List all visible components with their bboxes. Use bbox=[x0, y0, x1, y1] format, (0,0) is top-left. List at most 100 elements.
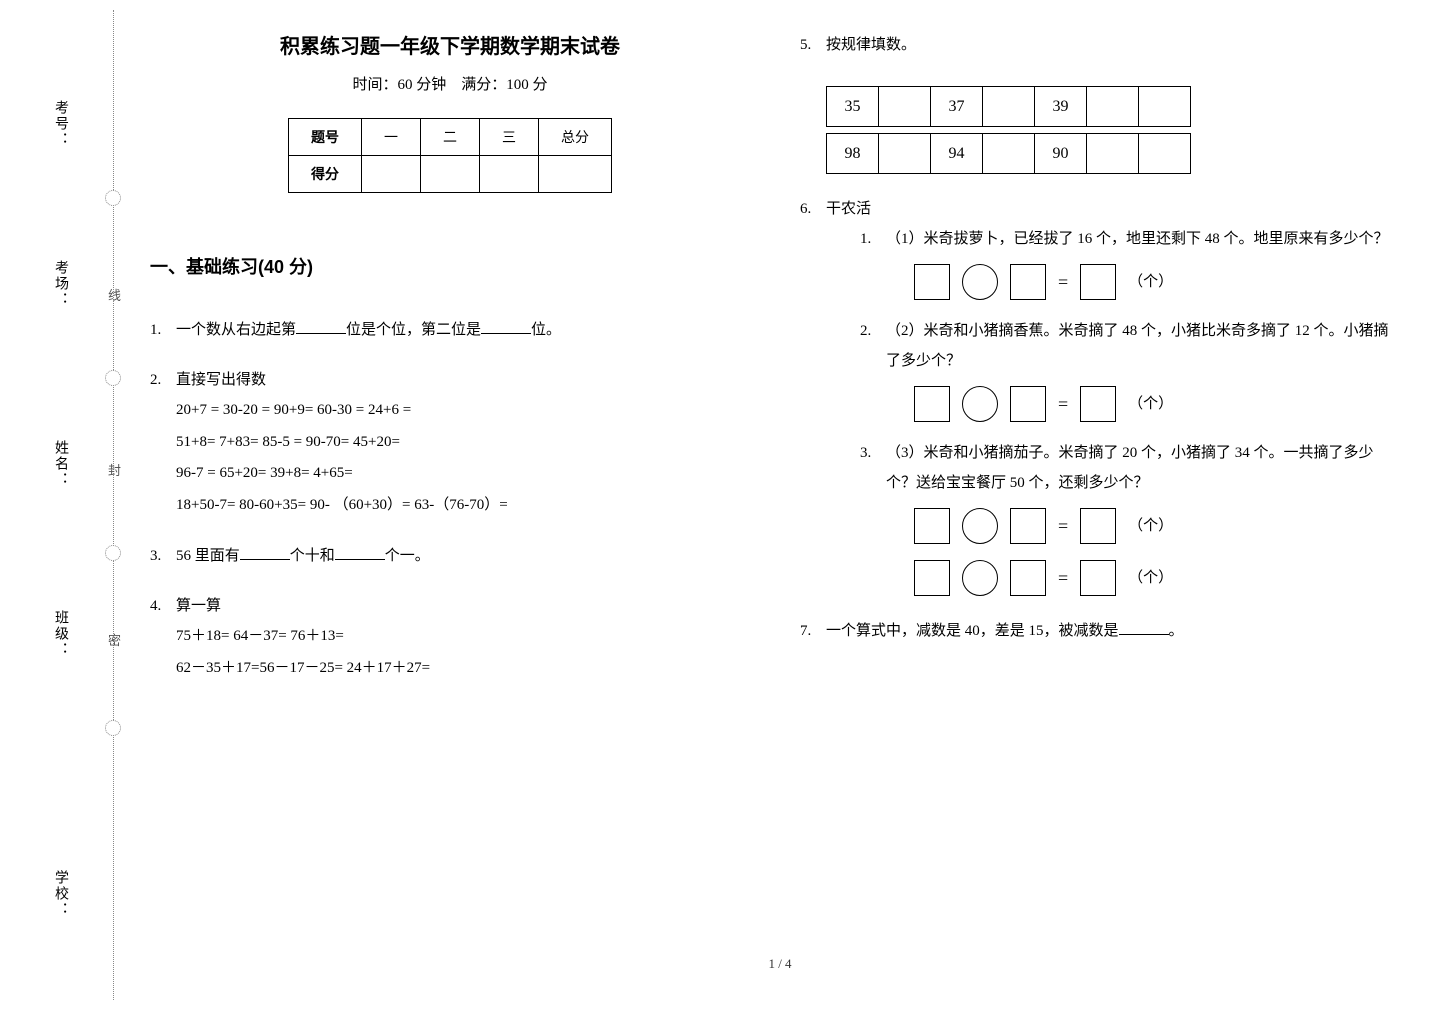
time-value: 60 分钟 bbox=[397, 77, 446, 93]
score-head: 总分 bbox=[539, 119, 612, 156]
q5-label: 按规律填数。 bbox=[826, 37, 916, 53]
q1-text-b: 位是个位，第二位是 bbox=[346, 322, 481, 338]
question-7: 一个算式中，减数是 40，差是 15，被减数是。 bbox=[800, 616, 1400, 646]
score-table: 题号 一 二 三 总分 得分 bbox=[288, 118, 612, 193]
cut-circle bbox=[105, 545, 121, 561]
answer-box bbox=[1010, 560, 1046, 596]
score-cell bbox=[480, 156, 539, 193]
cut-char-feng: 封 bbox=[108, 460, 121, 479]
seq-cell bbox=[983, 134, 1035, 174]
sequence-table: 98 94 90 bbox=[826, 133, 1191, 174]
section-1-title: 一、基础练习(40 分) bbox=[150, 253, 750, 279]
equation-row: = （个） bbox=[914, 508, 1400, 544]
seq-cell bbox=[1139, 134, 1191, 174]
score-cell bbox=[539, 156, 612, 193]
score-head: 三 bbox=[480, 119, 539, 156]
seq-cell: 37 bbox=[931, 87, 983, 127]
question-1: 一个数从右边起第 位是个位，第二位是 位。 bbox=[150, 315, 750, 345]
score-row-label: 得分 bbox=[289, 156, 362, 193]
q2-body: 20+7 = 30-20 = 90+9= 60-30 = 24+6 = 51+8… bbox=[176, 395, 750, 521]
operator-circle bbox=[962, 560, 998, 596]
seq-cell: 35 bbox=[827, 87, 879, 127]
cut-char-mi: 密 bbox=[108, 630, 121, 649]
time-label: 时间： bbox=[352, 77, 397, 93]
question-2: 直接写出得数 20+7 = 30-20 = 90+9= 60-30 = 24+6… bbox=[150, 365, 750, 521]
equals-sign: = bbox=[1058, 264, 1068, 300]
binding-gutter: 考号： 线 考场： 封 姓名： 密 班级： 学校： bbox=[0, 0, 130, 1011]
gutter-label-examnum: 考号： bbox=[50, 100, 70, 148]
q1-text-c: 位。 bbox=[531, 322, 561, 338]
cut-circle bbox=[105, 720, 121, 736]
seq-cell bbox=[983, 87, 1035, 127]
score-head: 题号 bbox=[289, 119, 362, 156]
q3-text-a: 56 里面有 bbox=[176, 548, 240, 564]
score-cell bbox=[421, 156, 480, 193]
q4-body: 75＋18= 64－37= 76＋13= 62－35＋17=56－17－25= … bbox=[176, 621, 750, 684]
answer-box bbox=[914, 508, 950, 544]
unit-label: （个） bbox=[1128, 511, 1173, 541]
q6-sub-3: （3）米奇和小猪摘茄子。米奇摘了 20 个，小猪摘了 34 个。一共摘了多少个？… bbox=[860, 438, 1400, 596]
seq-cell bbox=[1087, 87, 1139, 127]
gutter-label-school: 学校： bbox=[50, 870, 70, 918]
blank bbox=[1119, 620, 1169, 635]
fullmark-value: 100 分 bbox=[506, 77, 547, 93]
page-body: 积累练习题一年级下学期数学期末试卷 时间：60 分钟 满分：100 分 题号 一… bbox=[150, 30, 1410, 970]
q3-text-b: 个十和 bbox=[290, 548, 335, 564]
seq-cell: 94 bbox=[931, 134, 983, 174]
seq-cell bbox=[1139, 87, 1191, 127]
q3-text-c: 个一。 bbox=[385, 548, 430, 564]
page-footer: 1 / 4 bbox=[150, 956, 1410, 972]
score-head: 二 bbox=[421, 119, 480, 156]
seq-cell bbox=[879, 87, 931, 127]
question-list-right: 按规律填数。 35 37 39 98 bbox=[800, 30, 1400, 646]
q6-sub-1: （1）米奇拔萝卜，已经拔了 16 个，地里还剩下 48 个。地里原来有多少个？ … bbox=[860, 224, 1400, 300]
fullmark-label: 满分： bbox=[461, 77, 506, 93]
question-list-left: 一个数从右边起第 位是个位，第二位是 位。 直接写出得数 20+7 = 30-20 … bbox=[150, 315, 750, 684]
q2-line: 20+7 = 30-20 = 90+9= 60-30 = 24+6 = bbox=[176, 395, 750, 427]
operator-circle bbox=[962, 264, 998, 300]
q4-label: 算一算 bbox=[176, 598, 221, 614]
gutter-label-room: 考场： bbox=[50, 260, 70, 308]
paper-subtitle: 时间：60 分钟 满分：100 分 bbox=[150, 73, 750, 94]
equals-sign: = bbox=[1058, 386, 1068, 422]
answer-box bbox=[1080, 560, 1116, 596]
cut-circle bbox=[105, 370, 121, 386]
q4-line: 75＋18= 64－37= 76＋13= bbox=[176, 621, 750, 653]
answer-box bbox=[1010, 386, 1046, 422]
unit-label: （个） bbox=[1128, 563, 1173, 593]
unit-label: （个） bbox=[1128, 389, 1173, 419]
gutter-label-class: 班级： bbox=[50, 610, 70, 658]
q6-sub-2: （2）米奇和小猪摘香蕉。米奇摘了 48 个，小猪比米奇多摘了 12 个。小猪摘了… bbox=[860, 316, 1400, 422]
q6-3-text: （3）米奇和小猪摘茄子。米奇摘了 20 个，小猪摘了 34 个。一共摘了多少个？… bbox=[886, 445, 1374, 491]
gutter-label-name: 姓名： bbox=[50, 440, 70, 488]
blank bbox=[296, 319, 346, 334]
answer-box bbox=[1010, 508, 1046, 544]
q2-line: 51+8= 7+83= 85-5 = 90-70= 45+20= bbox=[176, 427, 750, 459]
score-cell bbox=[362, 156, 421, 193]
seq-cell bbox=[879, 134, 931, 174]
q7-text-a: 一个算式中，减数是 40，差是 15，被减数是 bbox=[826, 623, 1119, 639]
q4-line: 62－35＋17=56－17－25= 24＋17＋27= bbox=[176, 653, 750, 685]
question-4: 算一算 75＋18= 64－37= 76＋13= 62－35＋17=56－17－… bbox=[150, 591, 750, 684]
q1-text-a: 一个数从右边起第 bbox=[176, 322, 296, 338]
question-6: 干农活 （1）米奇拔萝卜，已经拔了 16 个，地里还剩下 48 个。地里原来有多… bbox=[800, 194, 1400, 596]
seq-cell bbox=[1087, 134, 1139, 174]
answer-box bbox=[914, 560, 950, 596]
paper-title: 积累练习题一年级下学期数学期末试卷 bbox=[150, 30, 750, 59]
unit-label: （个） bbox=[1128, 267, 1173, 297]
seq-cell: 98 bbox=[827, 134, 879, 174]
answer-box bbox=[1080, 386, 1116, 422]
q6-sublist: （1）米奇拔萝卜，已经拔了 16 个，地里还剩下 48 个。地里原来有多少个？ … bbox=[826, 224, 1400, 596]
equals-sign: = bbox=[1058, 560, 1068, 596]
seq-cell: 39 bbox=[1035, 87, 1087, 127]
answer-box bbox=[914, 264, 950, 300]
equals-sign: = bbox=[1058, 508, 1068, 544]
equation-row: = （个） bbox=[914, 264, 1400, 300]
operator-circle bbox=[962, 386, 998, 422]
blank bbox=[240, 545, 290, 560]
seq-cell: 90 bbox=[1035, 134, 1087, 174]
blank bbox=[335, 545, 385, 560]
cut-line bbox=[113, 10, 114, 1000]
sequence-table: 35 37 39 bbox=[826, 86, 1191, 127]
blank bbox=[481, 319, 531, 334]
